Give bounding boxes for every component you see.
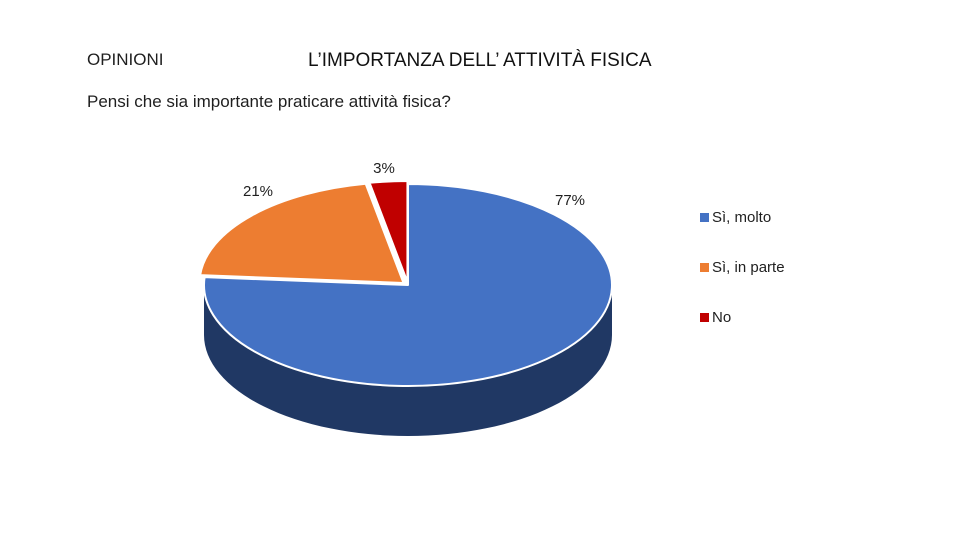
legend-label: Sì, molto [712,208,772,226]
legend-swatch [700,212,709,222]
slide-title: L’IMPORTANZA DELL’ ATTIVITÀ FISICA [308,50,652,71]
legend-label: No [712,308,732,326]
legend-swatch [700,312,709,322]
data-label: 3% [373,160,395,177]
legend-item-no: No [700,308,785,326]
legend-item-si-molto: Sì, molto [700,208,785,226]
pie-slice-side [204,285,612,436]
legend-item-si-in-parte: Sì, in parte [700,258,785,276]
section-label: OPINIONI [87,50,164,69]
legend-label: Sì, in parte [712,258,785,276]
pie-slice [368,180,409,284]
pie-slice [199,182,405,285]
data-label: 21% [243,183,273,200]
legend: Sì, molto Sì, in parte No [700,208,785,358]
legend-swatch [700,262,709,272]
data-label: 77% [555,192,585,209]
pie-slice [203,183,613,387]
question-text: Pensi che sia importante praticare attiv… [87,92,451,111]
